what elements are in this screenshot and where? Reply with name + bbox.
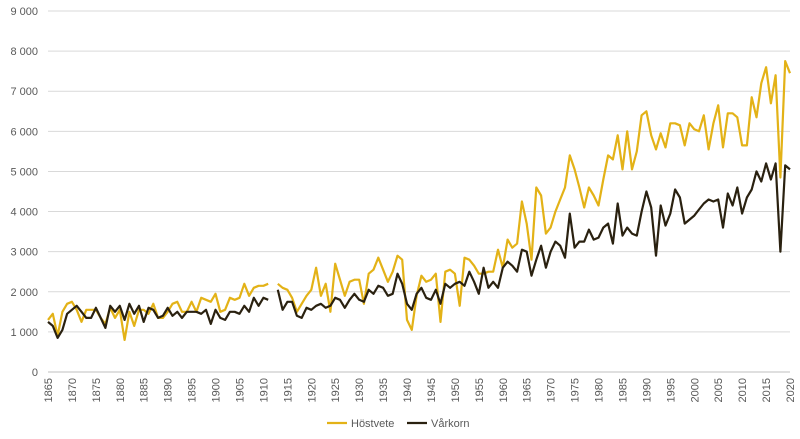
x-tick-label: 1865 (43, 378, 55, 402)
y-tick-label: 0 (32, 367, 38, 379)
x-tick-label: 1875 (91, 378, 103, 402)
y-tick-label: 5 000 (10, 166, 38, 178)
x-tick-label: 2010 (737, 378, 749, 402)
y-tick-label: 2 000 (10, 287, 38, 299)
y-tick-label: 3 000 (10, 247, 38, 259)
x-tick-label: 1965 (522, 378, 534, 402)
x-tick-label: 1945 (426, 378, 438, 402)
x-tick-label: 1940 (402, 378, 414, 402)
x-tick-label: 1895 (187, 378, 199, 402)
x-tick-label: 1985 (617, 378, 629, 402)
legend-label: Höstvete (351, 418, 394, 430)
y-tick-label: 8 000 (10, 46, 38, 58)
x-tick-label: 1905 (234, 378, 246, 402)
x-tick-label: 1880 (115, 378, 127, 402)
series-line-vårkorn (47, 162, 791, 339)
x-tick-label: 1935 (378, 378, 390, 402)
x-tick-label: 1950 (450, 378, 462, 402)
x-tick-label: 1995 (665, 378, 677, 402)
y-tick-label: 4 000 (10, 207, 38, 219)
x-tick-label: 1980 (594, 378, 606, 402)
x-tick-label: 1915 (282, 378, 294, 402)
x-tick-label: 1910 (258, 378, 270, 402)
x-tick-label: 1890 (163, 378, 175, 402)
x-tick-label: 1870 (67, 378, 79, 402)
x-tick-label: 1925 (330, 378, 342, 402)
x-tick-label: 1990 (641, 378, 653, 402)
y-tick-label: 7 000 (10, 86, 38, 98)
y-tick-label: 9 000 (10, 6, 38, 18)
x-tick-label: 2015 (761, 378, 773, 402)
x-tick-label: 1900 (211, 378, 223, 402)
x-tick-label: 2005 (713, 378, 725, 402)
x-tick-label: 1975 (570, 378, 582, 402)
x-tick-label: 1955 (474, 378, 486, 402)
y-tick-label: 6 000 (10, 126, 38, 138)
x-tick-label: 1920 (306, 378, 318, 402)
legend-label: Vårkorn (431, 418, 470, 430)
series-line-höstvete (47, 60, 792, 341)
x-tick-label: 2000 (689, 378, 701, 402)
x-tick-label: 1970 (546, 378, 558, 402)
y-tick-label: 1 000 (10, 327, 38, 339)
x-tick-label: 1885 (139, 378, 151, 402)
x-tick-label: 2020 (785, 378, 797, 402)
x-tick-label: 1930 (354, 378, 366, 402)
x-tick-label: 1960 (498, 378, 510, 402)
